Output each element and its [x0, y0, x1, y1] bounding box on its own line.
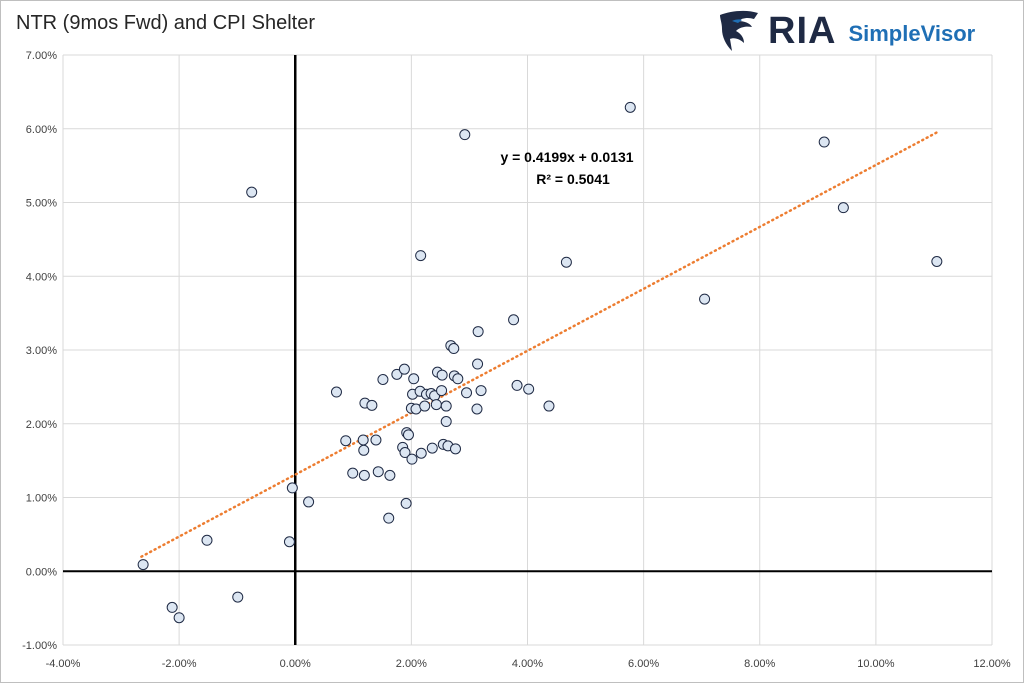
data-point [436, 385, 448, 397]
data-point [408, 373, 420, 385]
x-tick-label: -4.00% [46, 658, 81, 670]
y-tick-label: 0.00% [26, 566, 57, 578]
data-point [452, 373, 464, 385]
brand-ria-text: RIA [768, 9, 837, 52]
data-point [358, 444, 370, 456]
trendline-path [140, 130, 940, 558]
data-point [461, 387, 473, 399]
data-point [415, 250, 427, 262]
x-tick-label: 2.00% [396, 658, 427, 670]
y-tick-label: -1.00% [22, 640, 57, 652]
data-point [837, 202, 849, 214]
data-point [426, 442, 438, 454]
data-point [347, 467, 359, 479]
x-tick-label: 6.00% [628, 658, 659, 670]
data-point [201, 534, 213, 546]
y-tick-label: 5.00% [26, 198, 57, 210]
data-point [543, 400, 555, 412]
y-tick-label: 4.00% [26, 271, 57, 283]
data-point [166, 601, 178, 613]
data-point [415, 447, 427, 459]
data-point [450, 443, 462, 455]
x-tick-label: 8.00% [744, 658, 775, 670]
y-tick-label: 3.00% [26, 345, 57, 357]
data-point [283, 536, 295, 548]
trend-r-squared: R² = 0.5041 [536, 171, 610, 187]
axes [63, 55, 992, 645]
data-point [330, 386, 342, 398]
data-point [472, 326, 484, 338]
data-point [377, 374, 389, 385]
data-point [173, 612, 185, 624]
data-point [232, 591, 244, 603]
data-point [475, 385, 487, 397]
data-point [511, 379, 523, 391]
data-point [358, 469, 370, 481]
y-tick-label: 2.00% [26, 419, 57, 431]
data-point [440, 416, 452, 428]
data-point [419, 400, 431, 412]
data-point [560, 256, 572, 268]
x-tick-label: 12.00% [973, 658, 1011, 670]
data-point [391, 368, 403, 380]
data-point [366, 399, 378, 411]
x-tick-label: 0.00% [280, 658, 311, 670]
data-points [137, 101, 943, 624]
data-point [398, 363, 410, 375]
data-point [624, 101, 636, 113]
data-point [400, 497, 412, 509]
data-point [440, 400, 452, 412]
tick-labels: -4.00% -2.00% 0.00% 2.00% 4.00% 6.00% 8.00% 10.… [22, 50, 1011, 670]
data-point [303, 496, 315, 508]
brand-logo: RIA SimpleVisor [718, 8, 975, 54]
data-point [818, 136, 830, 148]
trendline [140, 130, 940, 558]
data-point [406, 453, 418, 465]
data-point [384, 469, 396, 481]
data-point [402, 429, 414, 441]
data-point [340, 435, 352, 447]
y-tick-label: 6.00% [26, 124, 57, 136]
data-point [357, 434, 369, 446]
x-tick-label: -2.00% [162, 658, 197, 670]
data-point [472, 358, 484, 370]
grid-lines [62, 54, 993, 646]
data-point [448, 343, 460, 355]
data-point [370, 434, 382, 446]
data-point [372, 466, 384, 478]
x-tick-label: 10.00% [857, 658, 895, 670]
data-point [471, 403, 483, 415]
data-point [699, 293, 711, 305]
data-point [430, 399, 442, 411]
data-point [246, 186, 258, 198]
data-point [399, 447, 411, 459]
data-point [137, 559, 149, 571]
brand-simplevisor-text: SimpleVisor [848, 21, 976, 46]
y-tick-label: 7.00% [26, 50, 57, 62]
y-tick-label: 1.00% [26, 493, 57, 505]
data-point [931, 256, 943, 267]
chart-title: NTR (9mos Fwd) and CPI Shelter [16, 12, 315, 34]
data-point [508, 314, 520, 326]
data-point [383, 512, 395, 524]
data-point [459, 129, 471, 141]
trend-equation: y = 0.4199x + 0.0131 [500, 149, 633, 165]
data-point [286, 482, 298, 494]
eagle-icon [720, 10, 758, 51]
data-point [436, 369, 448, 381]
x-tick-label: 4.00% [512, 658, 543, 670]
data-point [523, 383, 535, 395]
